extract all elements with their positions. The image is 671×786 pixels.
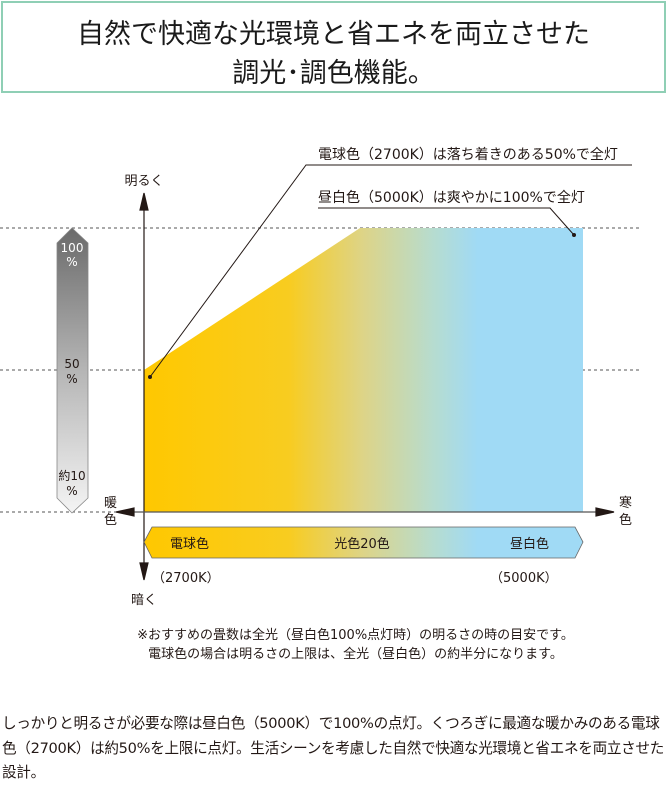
title-box: 自然で快適な光環境と省エネを両立させた 調光･調色機能。 xyxy=(1,1,666,93)
band-label-cool: 昼白色 xyxy=(510,536,549,552)
gauge-unit-100: % xyxy=(66,255,77,269)
note-line-1: ※おすすめの畳数は全光（昼白色100%点灯時）の明るさの時の目安です。 xyxy=(137,628,574,643)
description-paragraph: しっかりと明るさが必要な際は昼白色（5000K）で100%の点灯。くつろぎに最適… xyxy=(2,715,665,781)
gauge-unit-10: % xyxy=(66,484,77,498)
callout-line-warm xyxy=(149,164,632,378)
kelvin-cool: （5000K） xyxy=(490,571,558,586)
band-label-center: 光色20色 xyxy=(334,536,390,552)
arrow-down-icon xyxy=(139,562,149,581)
band-label-warm: 電球色 xyxy=(170,536,209,552)
callout-dot-cool xyxy=(572,233,576,237)
label-cool-2: 色 xyxy=(619,512,632,528)
arrow-left-icon xyxy=(115,507,135,517)
color-band xyxy=(143,526,584,559)
callout-line-cool xyxy=(318,207,575,236)
gauge-label-10: 約10 xyxy=(58,468,85,483)
gauge-unit-50: % xyxy=(66,372,77,386)
arrow-right-icon xyxy=(595,507,615,517)
callout-dot-warm xyxy=(148,375,152,379)
brightness-area xyxy=(144,228,583,512)
label-dark: 暗く xyxy=(131,593,157,608)
title-line-2: 調光･調色機能。 xyxy=(232,58,435,89)
kelvin-warm: （2700K） xyxy=(152,571,220,586)
title-line-1: 自然で快適な光環境と省エネを両立させた xyxy=(77,19,590,50)
gauge-label-50: 50 xyxy=(64,357,79,371)
callout-warm: 電球色（2700K）は落ち着きのある50%で全灯 xyxy=(318,146,618,163)
brightness-gauge xyxy=(56,227,89,514)
callout-cool: 昼白色（5000K）は爽やかに100%で全灯 xyxy=(318,189,585,206)
label-warm-1: 暖 xyxy=(104,496,117,511)
gauge-label-100: 100 xyxy=(61,241,84,255)
label-cool-1: 寒 xyxy=(619,495,632,511)
label-warm-2: 色 xyxy=(104,512,117,528)
note-line-2: 電球色の場合は明るさの上限は、全光（昼白色）の約半分になります。 xyxy=(148,647,563,662)
arrow-up-icon xyxy=(139,192,149,211)
label-bright: 明るく xyxy=(124,174,163,189)
